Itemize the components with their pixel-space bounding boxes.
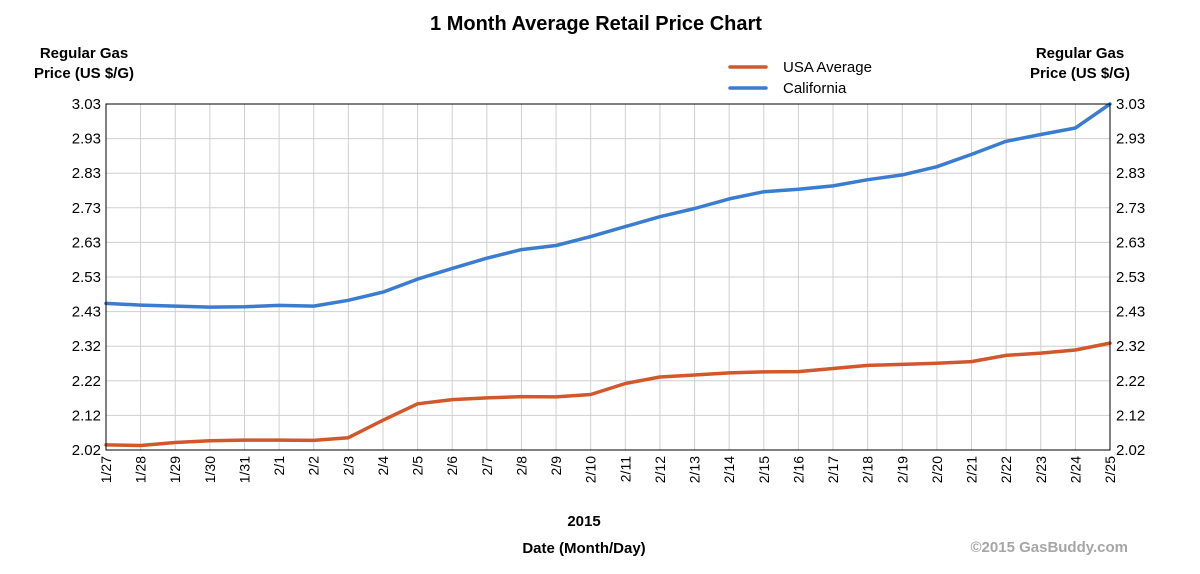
y-tick-label-left: 2.43 xyxy=(72,304,101,321)
y-tick-label-right: 2.93 xyxy=(1116,131,1145,148)
y-tick-label-left: 2.32 xyxy=(72,338,101,355)
y-tick-label-right: 2.22 xyxy=(1116,373,1145,390)
y-tick-label-right: 2.43 xyxy=(1116,304,1145,321)
x-tick-label: 2/4 xyxy=(375,456,391,476)
x-tick-label: 2/5 xyxy=(410,456,426,476)
y-tick-label-right: 2.73 xyxy=(1116,200,1145,217)
x-tick-label: 2/6 xyxy=(444,456,460,476)
y-tick-label-left: 2.73 xyxy=(72,200,101,217)
x-tick-label: 1/29 xyxy=(167,456,183,483)
grid xyxy=(106,104,1110,450)
y-tick-label-left: 2.22 xyxy=(72,373,101,390)
x-tick-label: 1/31 xyxy=(236,456,252,483)
x-tick-label: 2/2 xyxy=(306,456,322,476)
x-axis-year-label: 2015 xyxy=(567,513,600,530)
y-tick-label-right: 2.32 xyxy=(1116,338,1145,355)
credit-text: ©2015 GasBuddy.com xyxy=(971,539,1129,556)
chart-title: 1 Month Average Retail Price Chart xyxy=(430,13,762,35)
y-tick-label-right: 2.63 xyxy=(1116,234,1145,251)
x-tick-label: 2/16 xyxy=(790,456,806,483)
x-tick-label: 2/10 xyxy=(583,456,599,483)
y-tick-label-left: 2.83 xyxy=(72,165,101,182)
x-tick-label: 2/20 xyxy=(929,456,945,483)
y-tick-label-right: 3.03 xyxy=(1116,96,1145,113)
x-tick-label: 2/15 xyxy=(756,456,772,483)
x-tick-label: 1/28 xyxy=(133,456,149,483)
y-tick-label-left: 2.93 xyxy=(72,131,101,148)
x-tick-label: 2/17 xyxy=(825,456,841,483)
series-line-california xyxy=(104,102,1112,309)
series-lines xyxy=(104,102,1112,448)
x-axis-title: Date (Month/Day) xyxy=(522,540,645,557)
y-axis-title-right-line2: Price (US $/G) xyxy=(1030,65,1130,82)
y-tick-label-right: 2.83 xyxy=(1116,165,1145,182)
legend-label-usa-average: USA Average xyxy=(783,59,872,76)
x-tick-label: 2/22 xyxy=(998,456,1014,483)
y-axis-title-left-line2: Price (US $/G) xyxy=(34,65,134,82)
y-tick-label-left: 2.12 xyxy=(72,407,101,424)
series-line-usa-average xyxy=(104,341,1112,448)
x-tick-label: 2/13 xyxy=(687,456,703,483)
x-tick-label: 1/30 xyxy=(202,456,218,483)
y-tick-label-left: 2.02 xyxy=(72,442,101,459)
x-tick-label: 2/19 xyxy=(894,456,910,483)
x-tick-label: 2/25 xyxy=(1102,456,1118,483)
y-tick-label-right: 2.53 xyxy=(1116,269,1145,286)
legend-label-california: California xyxy=(783,80,847,97)
y-tick-label-left: 2.53 xyxy=(72,269,101,286)
x-tick-label: 2/3 xyxy=(340,456,356,476)
x-tick-label: 1/27 xyxy=(98,456,114,483)
y-tick-label-right: 2.02 xyxy=(1116,442,1145,459)
y-tick-label-right: 2.12 xyxy=(1116,407,1145,424)
y-tick-labels: 3.03 3.03 2.93 2.93 2.83 2.83 2.73 2.73 2.63 2.63… xyxy=(72,96,1145,459)
x-tick-label: 2/14 xyxy=(721,456,737,483)
y-axis-title-left-line1: Regular Gas xyxy=(40,45,128,62)
x-tick-label: 2/7 xyxy=(479,456,495,476)
x-tick-label: 2/23 xyxy=(1033,456,1049,483)
legend: USA Average California xyxy=(728,59,872,97)
y-tick-label-left: 3.03 xyxy=(72,96,101,113)
y-axis-title-right-line1: Regular Gas xyxy=(1036,45,1124,62)
x-tick-label: 2/12 xyxy=(652,456,668,483)
x-tick-label: 2/11 xyxy=(617,456,633,482)
x-tick-label: 2/21 xyxy=(964,456,980,483)
x-tick-label: 2/24 xyxy=(1067,456,1083,483)
x-tick-label: 2/8 xyxy=(513,456,529,476)
x-tick-label: 2/18 xyxy=(860,456,876,483)
y-tick-label-left: 2.63 xyxy=(72,234,101,251)
x-tick-label: 2/1 xyxy=(271,456,287,476)
x-tick-labels: 1/27 1/28 1/29 1/30 1/31 2/1 2/2 2/3 2/4 2/5 2/6 2/… xyxy=(98,456,1118,483)
x-tick-label: 2/9 xyxy=(548,456,564,476)
plot-frame xyxy=(105,103,1111,451)
